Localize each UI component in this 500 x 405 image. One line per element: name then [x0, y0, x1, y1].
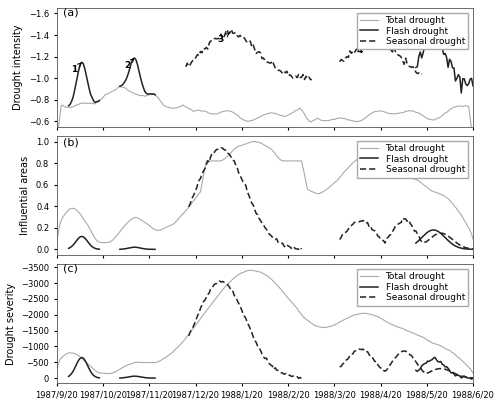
Legend: Total drought, Flash drought, Seasonal drought: Total drought, Flash drought, Seasonal d… — [356, 269, 469, 306]
Seasonal drought — [346, 55, 352, 60]
Y-axis label: Drought intensity: Drought intensity — [14, 25, 24, 110]
Total drought — [246, 268, 252, 273]
Line: Flash drought: Flash drought — [68, 230, 473, 249]
Total drought — [318, 191, 324, 196]
Y-axis label: Influential areas: Influential areas — [20, 156, 30, 235]
Total drought — [117, 84, 123, 89]
Total drought — [248, 268, 254, 273]
Seasonal drought — [244, 190, 250, 194]
Total drought — [470, 138, 476, 143]
Legend: Total drought, Flash drought, Seasonal drought: Total drought, Flash drought, Seasonal d… — [356, 141, 469, 177]
Seasonal drought — [266, 361, 272, 366]
Text: 5: 5 — [422, 35, 433, 46]
Seasonal drought — [346, 226, 352, 231]
Line: Total drought: Total drought — [57, 270, 473, 374]
Seasonal drought — [470, 247, 476, 252]
Total drought — [270, 148, 276, 153]
Line: Seasonal drought: Seasonal drought — [188, 148, 473, 249]
Flash drought — [470, 83, 476, 88]
Total drought — [54, 137, 60, 142]
Flash drought — [124, 246, 130, 251]
Total drought — [400, 110, 406, 115]
Line: Flash drought: Flash drought — [68, 357, 473, 379]
Total drought — [126, 362, 132, 367]
Line: Seasonal drought: Seasonal drought — [188, 281, 473, 379]
Total drought — [348, 314, 354, 319]
Seasonal drought — [398, 55, 404, 60]
Total drought — [316, 117, 322, 121]
Total drought — [54, 237, 60, 242]
Seasonal drought — [470, 375, 476, 380]
Flash drought — [470, 247, 476, 252]
Total drought — [347, 118, 353, 123]
Total drought — [270, 278, 276, 283]
Total drought — [250, 139, 256, 144]
Seasonal drought — [266, 232, 272, 237]
Text: 3: 3 — [218, 33, 230, 44]
Text: 2: 2 — [124, 59, 134, 70]
Line: Seasonal drought: Seasonal drought — [186, 29, 422, 80]
Text: (a): (a) — [63, 7, 78, 17]
Total drought — [104, 371, 110, 376]
Y-axis label: Drought severity: Drought severity — [6, 282, 16, 364]
Total drought — [470, 237, 476, 241]
Total drought — [401, 170, 407, 175]
Total drought — [401, 327, 407, 332]
Text: (b): (b) — [63, 138, 79, 147]
Total drought — [102, 240, 108, 245]
Flash drought — [124, 375, 130, 379]
Text: (c): (c) — [63, 263, 78, 273]
Seasonal drought — [346, 356, 352, 361]
Flash drought — [124, 74, 130, 79]
Seasonal drought — [244, 40, 250, 45]
Total drought — [126, 88, 132, 93]
Text: 1: 1 — [72, 63, 81, 74]
Line: Flash drought: Flash drought — [68, 34, 473, 106]
Total drought — [348, 162, 354, 167]
Seasonal drought — [398, 350, 404, 354]
Total drought — [470, 371, 476, 375]
Legend: Total drought, Flash drought, Seasonal drought: Total drought, Flash drought, Seasonal d… — [356, 13, 469, 49]
Total drought — [126, 219, 132, 224]
Seasonal drought — [266, 60, 272, 65]
Total drought — [268, 110, 274, 115]
Total drought — [318, 325, 324, 330]
Text: 4: 4 — [357, 45, 368, 55]
Total drought — [54, 365, 60, 370]
Total drought — [246, 140, 252, 145]
Line: Total drought: Total drought — [57, 87, 473, 140]
Seasonal drought — [398, 220, 404, 225]
Seasonal drought — [244, 320, 250, 325]
Total drought — [246, 119, 252, 124]
Flash drought — [470, 376, 476, 381]
Line: Total drought: Total drought — [57, 142, 473, 243]
